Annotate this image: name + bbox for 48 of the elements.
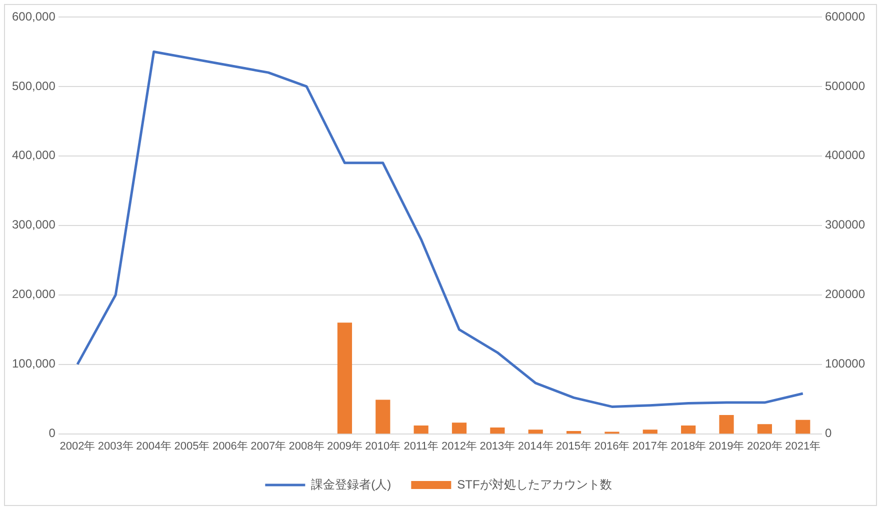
x-tick-label: 2015年 bbox=[556, 440, 592, 452]
bar bbox=[337, 322, 352, 434]
y2-tick-label: 300000 bbox=[824, 218, 866, 232]
x-tick-label: 2021年 bbox=[785, 440, 821, 452]
x-tick-label: 2007年 bbox=[250, 440, 286, 452]
x-tick-label: 2019年 bbox=[708, 440, 744, 452]
x-tick-label: 2018年 bbox=[670, 440, 706, 452]
x-tick-label: 2012年 bbox=[442, 440, 477, 452]
x-tick-label: 2017年 bbox=[632, 440, 668, 452]
y2-tick-label: 600000 bbox=[824, 9, 866, 24]
y-tick-label: 500,000 bbox=[12, 78, 56, 93]
y2-tick-label: 500000 bbox=[824, 78, 866, 93]
bar bbox=[376, 400, 390, 434]
bar bbox=[796, 420, 810, 434]
x-tick-label: 2009年 bbox=[326, 440, 362, 452]
y-tick-label: 100,000 bbox=[12, 356, 56, 371]
x-tick-label: 2006年 bbox=[212, 440, 248, 452]
x-tick-label: 2008年 bbox=[288, 440, 324, 452]
y2-tick-label: 200000 bbox=[824, 287, 866, 302]
x-tick-label: 2013年 bbox=[480, 440, 516, 452]
bar bbox=[414, 425, 428, 434]
x-tick-label: 2014年 bbox=[518, 440, 554, 452]
x-tick-label: 2005年 bbox=[174, 440, 210, 452]
bar bbox=[490, 428, 505, 434]
bar bbox=[719, 415, 734, 434]
x-tick-label: 2003年 bbox=[98, 440, 134, 452]
legend-label: STFが対処したアカウント数 bbox=[457, 477, 612, 492]
legend-label: 課金登録者(人) bbox=[311, 477, 392, 492]
y2-tick-label: 100000 bbox=[824, 356, 866, 371]
y2-tick-label: 400000 bbox=[824, 148, 866, 162]
y-tick-label: 600,000 bbox=[12, 9, 56, 24]
x-tick-label: 2010年 bbox=[365, 440, 401, 452]
x-tick-label: 2011年 bbox=[404, 440, 438, 452]
x-tick-label: 2004年 bbox=[136, 440, 172, 452]
bar bbox=[681, 425, 696, 434]
y-tick-label: 400,000 bbox=[12, 148, 56, 162]
y-tick-label: 300,000 bbox=[12, 218, 56, 232]
y-tick-label: 200,000 bbox=[12, 287, 56, 302]
bar bbox=[528, 430, 543, 434]
x-tick-label: 2020年 bbox=[746, 440, 782, 452]
bar bbox=[757, 424, 772, 434]
bar bbox=[642, 430, 658, 434]
x-tick-label: 2016年 bbox=[594, 440, 630, 452]
y-tick-label: 0 bbox=[48, 426, 56, 440]
x-tick-label: 2002年 bbox=[60, 440, 96, 452]
y2-tick-label: 0 bbox=[824, 426, 832, 440]
bar bbox=[566, 431, 582, 434]
bar bbox=[452, 422, 467, 434]
